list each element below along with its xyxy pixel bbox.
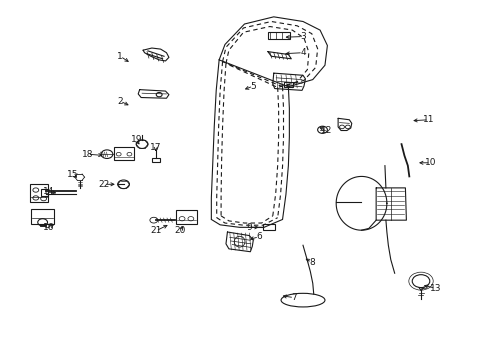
Bar <box>176 210 196 224</box>
Text: 22: 22 <box>98 180 109 189</box>
Text: 19: 19 <box>130 135 142 144</box>
Text: 8: 8 <box>308 258 314 267</box>
Text: 18: 18 <box>81 150 93 159</box>
Text: 21: 21 <box>150 226 161 235</box>
Text: 5: 5 <box>250 82 256 91</box>
Bar <box>41 189 47 196</box>
Bar <box>263 225 274 230</box>
Text: 9: 9 <box>246 223 252 232</box>
Text: 12: 12 <box>320 126 331 135</box>
Text: 2: 2 <box>117 96 122 105</box>
Bar <box>114 147 134 160</box>
Text: 13: 13 <box>429 284 441 293</box>
Bar <box>284 82 293 87</box>
Text: 4: 4 <box>300 48 305 57</box>
Bar <box>31 209 54 224</box>
Text: 3: 3 <box>300 32 305 41</box>
Text: 6: 6 <box>256 232 262 241</box>
Text: 20: 20 <box>174 226 185 235</box>
Text: 14: 14 <box>43 187 54 196</box>
Text: 10: 10 <box>424 158 436 167</box>
Text: 17: 17 <box>150 143 161 152</box>
Text: 11: 11 <box>422 115 434 124</box>
Text: 16: 16 <box>42 223 54 232</box>
Bar <box>152 158 159 162</box>
Text: 7: 7 <box>291 293 297 302</box>
Bar <box>30 184 48 202</box>
Text: 15: 15 <box>67 170 79 179</box>
Text: 1: 1 <box>117 52 123 61</box>
